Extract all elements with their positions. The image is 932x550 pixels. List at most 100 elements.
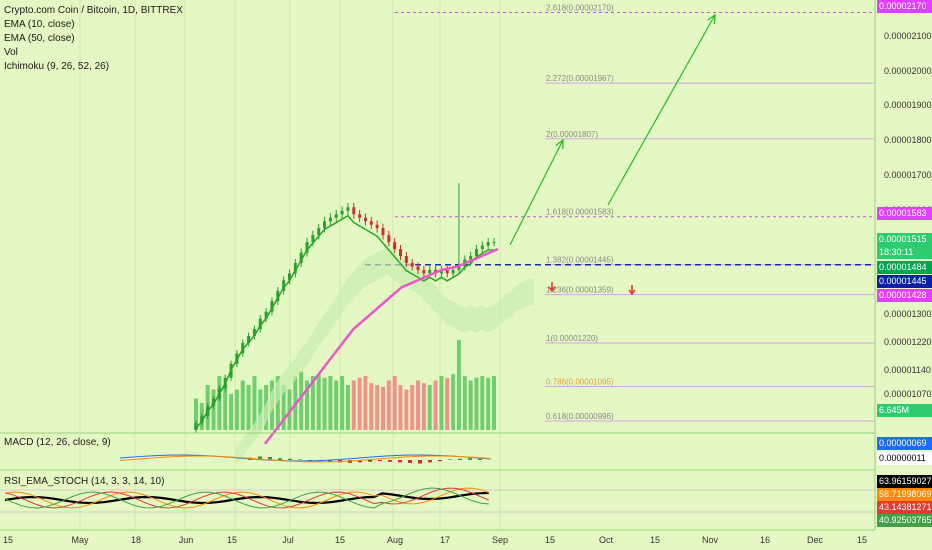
date-tick: 15 bbox=[226, 535, 238, 545]
ema10-line bbox=[195, 214, 494, 429]
macd-bar bbox=[268, 457, 272, 460]
candle-body bbox=[474, 249, 478, 257]
macd-bar bbox=[468, 458, 472, 460]
volume-bar bbox=[217, 376, 222, 430]
volume-bar bbox=[194, 398, 198, 430]
price-tick: 0.00001300 bbox=[884, 309, 932, 320]
volume-bar bbox=[240, 380, 245, 430]
legend-ema50[interactable]: EMA (50, close) bbox=[4, 33, 75, 44]
candle-body bbox=[252, 329, 256, 337]
volume-bar bbox=[486, 377, 491, 430]
candle-body bbox=[311, 235, 315, 243]
candle-body bbox=[393, 242, 397, 250]
ema50-line bbox=[264, 247, 499, 445]
candle-body bbox=[194, 423, 198, 430]
date-tick: Aug bbox=[386, 535, 404, 545]
candle-body bbox=[375, 224, 379, 229]
candle-body bbox=[410, 262, 414, 267]
rsi-pane bbox=[0, 487, 875, 513]
rsi-series bbox=[4, 487, 489, 509]
date-tick: Oct bbox=[598, 535, 614, 545]
legend-ema10[interactable]: EMA (10, close) bbox=[4, 19, 75, 30]
macd-bar bbox=[398, 460, 402, 463]
candle-body bbox=[276, 290, 280, 302]
volume-bar bbox=[462, 376, 467, 430]
volume-bar bbox=[229, 394, 234, 430]
macd-bar bbox=[358, 460, 362, 463]
candle-body bbox=[451, 269, 455, 274]
date-tick: 17 bbox=[439, 535, 451, 545]
volume-bar bbox=[223, 385, 228, 430]
candle-body bbox=[264, 311, 268, 319]
macd-bar bbox=[278, 458, 282, 460]
candle-body bbox=[270, 301, 274, 312]
macd-bar bbox=[378, 460, 382, 462]
volume-bar bbox=[234, 389, 239, 430]
volume-bar bbox=[322, 377, 327, 430]
macd-bar bbox=[478, 458, 482, 460]
annotations bbox=[509, 13, 716, 296]
volume-bar bbox=[427, 385, 432, 430]
volume-bar bbox=[345, 385, 350, 430]
volume-bar bbox=[305, 380, 310, 430]
down-marker bbox=[628, 285, 636, 296]
date-tick: Jul bbox=[282, 535, 294, 545]
date-tick: 16 bbox=[759, 535, 771, 545]
volume-bar bbox=[480, 376, 485, 430]
price-tick: 0.00001900 bbox=[884, 100, 932, 111]
volume-bar bbox=[492, 376, 496, 430]
volume-bar bbox=[351, 380, 356, 430]
candle-body bbox=[328, 217, 332, 222]
candle-body bbox=[317, 228, 321, 236]
rsi-label[interactable]: RSI_EMA_STOCH (14, 3, 3, 14, 10) bbox=[4, 476, 165, 487]
date-tick: 15 bbox=[856, 535, 868, 545]
price-tag: 0.00000011 bbox=[877, 452, 932, 465]
price-tag: 0.00001515 bbox=[877, 233, 932, 246]
volume-bar bbox=[211, 389, 216, 430]
ema-lines bbox=[195, 214, 499, 445]
date-tick: May bbox=[71, 535, 89, 545]
candle-body bbox=[387, 235, 391, 243]
volume-bar bbox=[363, 376, 368, 430]
volume-bar bbox=[252, 376, 257, 430]
date-tick: Dec bbox=[806, 535, 824, 545]
price-tag: 0.00002170 bbox=[877, 0, 932, 13]
legend-ichimoku[interactable]: Ichimoku (9, 26, 52, 26) bbox=[4, 61, 110, 72]
legend-vol[interactable]: Vol bbox=[4, 47, 18, 58]
volume-bar bbox=[451, 374, 456, 430]
candle-body bbox=[346, 207, 350, 211]
fib-label: 1.618(0.00001583) bbox=[546, 208, 614, 217]
price-tick: 0.00002100 bbox=[884, 30, 932, 41]
volume-bar bbox=[375, 385, 380, 430]
price-tick: 0.00001700 bbox=[884, 169, 932, 180]
price-tag: 6.645M bbox=[877, 404, 932, 417]
volume-bar bbox=[246, 385, 251, 430]
price-tick: 0.00002000 bbox=[884, 65, 932, 76]
macd-bar bbox=[258, 456, 262, 460]
candle-body bbox=[323, 221, 327, 229]
volume-bar bbox=[310, 376, 315, 430]
volume-bar bbox=[369, 383, 374, 430]
candle-body bbox=[439, 269, 443, 274]
volume-bar bbox=[410, 385, 415, 430]
candle-body bbox=[287, 273, 291, 281]
fib-label: 2.618(0.00002170) bbox=[546, 3, 614, 12]
date-tick: 15 bbox=[334, 535, 346, 545]
candle-body bbox=[363, 217, 367, 222]
price-tag: 0.00001445 bbox=[877, 275, 932, 288]
price-tick: 0.00001800 bbox=[884, 135, 932, 146]
date-tick: 15 bbox=[2, 535, 14, 545]
candle-body bbox=[486, 242, 490, 246]
volume-bar bbox=[340, 376, 345, 430]
candle-body bbox=[416, 266, 420, 270]
candle-body bbox=[247, 336, 251, 344]
date-tick: Nov bbox=[701, 535, 719, 545]
date-tick: 18 bbox=[130, 535, 142, 545]
volume-bar bbox=[433, 380, 438, 430]
macd-label[interactable]: MACD (12, 26, close, 9) bbox=[4, 437, 111, 448]
volume-bar bbox=[386, 380, 391, 430]
macd-bar bbox=[428, 460, 432, 463]
volume-bar bbox=[456, 340, 461, 430]
macd-bar bbox=[438, 460, 442, 462]
